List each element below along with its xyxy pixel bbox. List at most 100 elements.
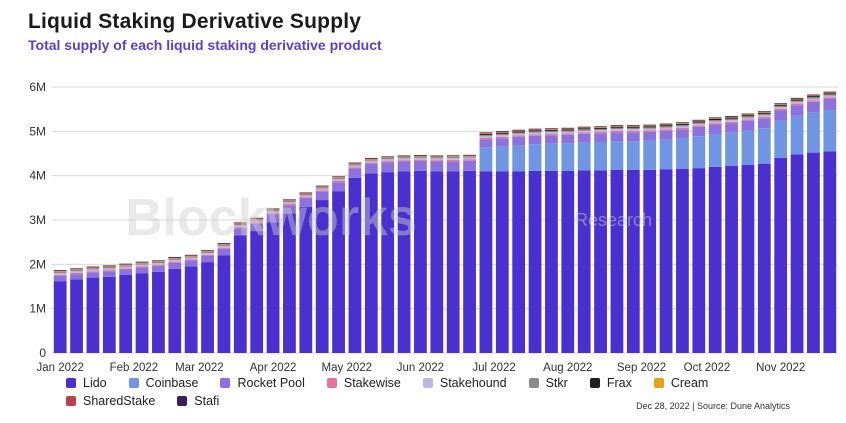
bar-segment-cream <box>53 270 67 272</box>
bar-segment-cream <box>381 157 395 158</box>
x-axis-labels: Jan 2022 Feb 2022 Mar 2022 Apr 2022 May 2022… <box>37 362 806 374</box>
bar-segment-sharedstake <box>512 130 526 131</box>
bar-segment-coinbase <box>594 141 607 171</box>
bar-segment-lido <box>86 277 100 353</box>
bar-segment-sharedstake <box>250 218 264 219</box>
bar-segment-lido <box>545 170 558 353</box>
bar-segment-rocket-pool <box>381 162 395 173</box>
bar-segment-sharedstake <box>495 131 509 133</box>
bar-segment-rocket-pool <box>315 191 329 201</box>
bar-segment-rocket-pool <box>512 136 526 146</box>
bar-segment-lido <box>692 168 706 353</box>
bar-segment-sharedstake <box>397 155 411 157</box>
bar-segment-stakehound <box>217 245 231 248</box>
bar-segment-stakehound <box>545 132 558 134</box>
bar-segment-stakewise <box>561 133 575 135</box>
bar-segment-coinbase <box>823 110 837 152</box>
legend-item-stkr[interactable]: Stkr <box>528 376 568 390</box>
bar-segment-stkr <box>659 126 673 128</box>
bar-segment-rocket-pool <box>807 101 820 113</box>
bar-segment-stakehound <box>315 188 329 191</box>
bar-segment-stafi <box>233 222 247 224</box>
bar-segment-lido <box>561 170 575 353</box>
bar-segment-stafi <box>364 157 378 159</box>
bar-segment-stakewise <box>233 227 247 229</box>
bar-segment-stkr <box>692 122 706 124</box>
bar-segment-stkr <box>201 251 214 254</box>
bar-segment-stakehound <box>102 268 116 271</box>
bar-segment-cream <box>577 127 591 129</box>
bar-segment-cream <box>299 193 313 195</box>
legend-item-stakewise[interactable]: Stakewise <box>326 376 401 390</box>
legend-item-coinbase[interactable]: Coinbase <box>128 376 198 390</box>
y-tick-label: 1M <box>29 302 46 316</box>
bar-segment-frax <box>741 115 755 117</box>
bar-segment-sharedstake <box>119 264 133 265</box>
bar-segment-stafi <box>86 266 100 268</box>
bar-segment-stakehound <box>250 220 264 223</box>
x-tick-label: Jun 2022 <box>397 362 444 374</box>
legend-item-cream[interactable]: Cream <box>653 376 708 390</box>
bar-segment-sharedstake <box>201 250 214 252</box>
bar-segment-stafi <box>283 199 296 200</box>
bar-segment-stafi <box>266 208 280 210</box>
bar-segment-stakehound <box>741 117 755 120</box>
bar-segment-sharedstake <box>463 155 476 156</box>
bar-segment-stafi <box>577 126 591 128</box>
bar-segment-coinbase <box>545 143 558 171</box>
source-note: Dec 28, 2022 | Source: Dune Analytics <box>636 401 790 411</box>
bar-segment-sharedstake <box>299 192 313 194</box>
bar-segment-stkr <box>676 124 689 127</box>
bar-segment-stafi <box>463 154 476 156</box>
legend-item-frax[interactable]: Frax <box>589 376 632 390</box>
bar-segment-sharedstake <box>676 122 689 124</box>
bar-segment-sharedstake <box>283 199 296 201</box>
bar-segment-frax <box>774 104 788 106</box>
bar-segment-cream <box>594 127 607 128</box>
bar-segment-rocket-pool <box>626 132 640 142</box>
bar-segment-sharedstake <box>561 128 575 129</box>
bar-segment-cream <box>348 163 362 165</box>
legend-item-sharedstake[interactable]: SharedStake <box>66 394 155 408</box>
bar-segment-stakewise <box>528 134 542 136</box>
bar-segment-stakewise <box>741 119 755 121</box>
bar-segment-cream <box>741 114 755 116</box>
legend-label: Stafi <box>194 394 220 408</box>
bar-segment-lido <box>577 170 591 353</box>
bar-segment-lido <box>610 169 624 353</box>
bar-segment-rocket-pool <box>479 139 493 148</box>
legend-label: SharedStake <box>83 394 156 408</box>
legend-item-stakehound[interactable]: Stakehound <box>422 376 507 390</box>
bar-segment-stafi <box>528 128 542 130</box>
bar-segment-rocket-pool <box>757 118 771 129</box>
bar-segment-rocket-pool <box>463 160 476 171</box>
bar-segment-stkr <box>266 210 280 212</box>
bar-segment-sharedstake <box>823 92 837 93</box>
legend-swatch <box>589 378 600 388</box>
bar-segment-stafi <box>201 250 214 251</box>
bar-segment-frax <box>512 131 526 133</box>
bar-segment-stafi <box>692 119 706 121</box>
legend-swatch <box>220 378 231 388</box>
bar-segment-sharedstake <box>70 268 83 270</box>
bar-segment-cream <box>184 255 198 257</box>
bar-segment-stafi <box>807 94 820 96</box>
bar-segment-stakewise <box>86 271 100 273</box>
bar-segment-stkr <box>119 265 133 267</box>
bar-segment-cream <box>152 261 165 262</box>
bar-segment-stkr <box>332 177 345 180</box>
bar-segment-lido <box>807 152 820 353</box>
bar-segment-rocket-pool <box>692 126 706 137</box>
legend-item-rocket-pool[interactable]: Rocket Pool <box>220 376 305 390</box>
legend-item-lido[interactable]: Lido <box>66 376 107 390</box>
bar-segment-stafi <box>823 91 837 93</box>
bar-segment-rocket-pool <box>86 272 100 278</box>
bar-segment-lido <box>823 151 837 353</box>
bar-segment-stakewise <box>168 261 182 263</box>
bar-segment-stakewise <box>152 265 165 267</box>
bar-segment-cream <box>135 262 149 264</box>
bar-segment-coinbase <box>807 112 820 153</box>
bar-segment-stakehound <box>692 123 706 126</box>
legend-item-stafi[interactable]: Stafi <box>177 394 219 408</box>
